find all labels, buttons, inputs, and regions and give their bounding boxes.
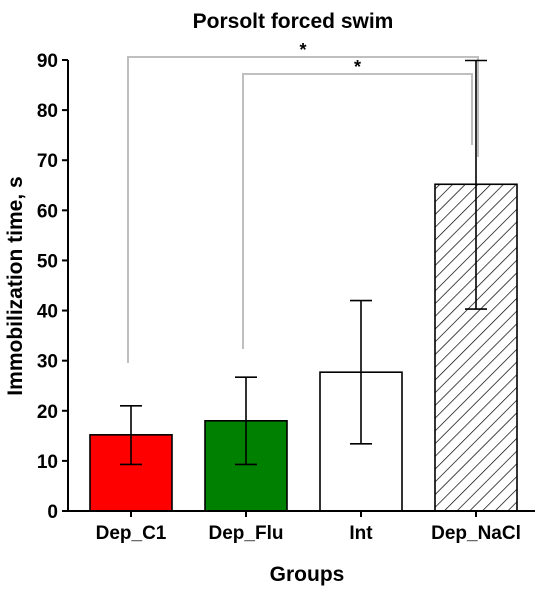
x-axis-title: Groups: [270, 563, 345, 586]
y-tick-label: 0: [47, 502, 58, 523]
y-tick-label: 80: [37, 101, 58, 122]
y-tick-label: 30: [37, 352, 58, 373]
y-axis-title: Immobilization time, s: [4, 176, 27, 395]
significance-bracket: [242, 73, 473, 349]
significance-label: *: [299, 40, 306, 60]
y-tick-label: 40: [37, 302, 58, 323]
y-tick-label: 90: [37, 51, 58, 72]
y-tick-label: 10: [37, 452, 58, 473]
significance-bracket: [127, 56, 479, 363]
x-tick-label: Dep_Flu: [209, 523, 284, 544]
y-tick-label: 20: [37, 402, 58, 423]
y-tick-label: 50: [37, 251, 58, 272]
significance-label: *: [354, 57, 361, 77]
y-tick-label: 70: [37, 151, 58, 172]
y-tick-label: 60: [37, 201, 58, 222]
x-tick-label: Dep_NaCl: [431, 523, 521, 544]
x-tick-label: Int: [349, 523, 373, 544]
x-tick-label: Dep_C1: [96, 523, 167, 544]
chart-title: Porsolt forced swim: [193, 10, 394, 33]
